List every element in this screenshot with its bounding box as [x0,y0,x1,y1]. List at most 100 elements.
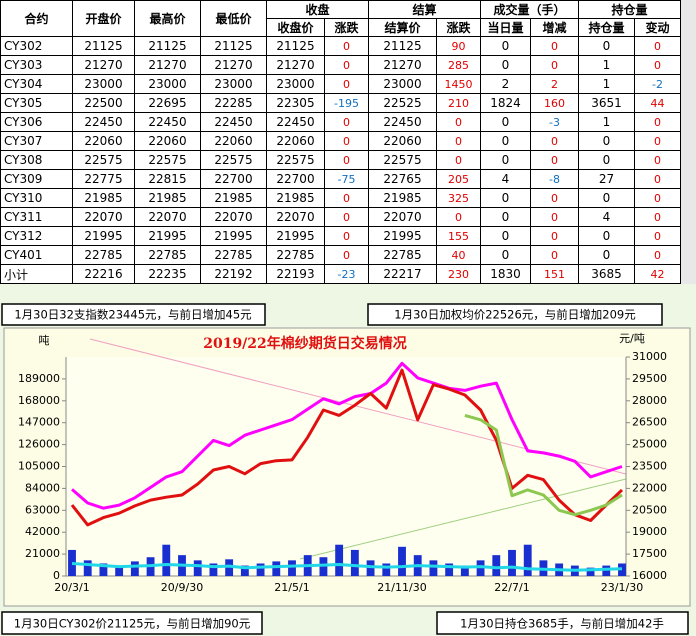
plot-area [66,357,626,576]
table-row: CY308 22575 22575 22575 22575 0 22575 0 0 0 0 0 [0,150,681,170]
header-cell: 持仓量 [578,18,635,37]
y2-tick-label: 17500 [632,547,667,560]
table-row: CY311 22070 22070 22070 22070 0 22070 0 0 0 4 0 [0,207,681,227]
table-cell: 0 [530,150,579,170]
table-cell: 325 [436,188,481,208]
x-tick-label: 22/7/1 [494,581,529,594]
table-cell: 1 [578,74,635,94]
table-cell: 21985 [134,188,201,208]
table-cell: 4 [480,169,531,189]
table-cell: -8 [530,169,579,189]
table-cell: 0 [480,188,531,208]
table-cell: 0 [530,226,579,246]
table-cell: -75 [324,169,369,189]
table-cell: -195 [324,93,369,113]
volume-bar [288,560,296,576]
volume-bar [209,563,218,576]
series-line [71,361,623,510]
table-cell: 23000 [368,74,437,94]
table-cell: 205 [436,169,481,189]
table-cell: 210 [436,93,481,113]
volume-bar [445,563,454,576]
table-cell: 22700 [266,169,325,189]
chart-area: 2019/22年棉纱期货日交易情况 吨 元/吨 1月30日32支指数23445元… [0,284,696,636]
table-cell: 22193 [266,264,325,284]
table-cell: 22575 [72,150,135,170]
table-cell: 155 [436,226,481,246]
annotation: 1月30日32支指数23445元，与前日增加45元 [14,308,252,322]
table-row: CY305 22500 22695 22285 22305 -195 22525 210 182… [0,93,681,113]
table-cell: 0 [480,112,531,132]
table-cell: 21995 [134,226,201,246]
volume-bar [99,563,108,576]
table-cell: 0 [634,169,681,189]
table-cell: CY307 [0,131,73,151]
table-cell: 21985 [200,188,267,208]
table-cell: 0 [324,150,369,170]
table-cell: 22785 [266,245,325,265]
table-cell: 22060 [134,131,201,151]
table-cell: 22525 [368,93,437,113]
table-cell: 0 [436,207,481,227]
table-cell: 42 [634,264,681,284]
table-row: 小计 22216 22235 22192 22193 -23 22217 230 1830 151… [0,264,681,284]
table-cell: 3685 [578,264,635,284]
table-cell: 21125 [134,36,201,56]
y2-tick-label: 19000 [632,525,667,538]
table-cell: 22575 [368,150,437,170]
volume-bar [586,567,595,576]
table-cell: 90 [436,36,481,56]
annotation-box [436,611,689,635]
y2-axis-unit: 元/吨 [619,332,645,345]
volume-bar [272,561,281,576]
volume-bar [162,544,171,576]
y-tick-label: 189000 [18,372,60,385]
table-cell: 0 [634,150,681,170]
table-cell: 23000 [266,74,325,94]
table-cell: 0 [324,245,369,265]
table-cell: 22192 [200,264,267,284]
table-cell: 1 [578,55,635,75]
table-cell: 22785 [72,245,135,265]
table-cell: 0 [480,245,531,265]
volume-bar [68,549,76,576]
table-cell: CY309 [0,169,73,189]
table-cell: 21985 [266,188,325,208]
header-cell: 结算 [368,0,481,19]
table-cell: 21125 [200,36,267,56]
table-cell: CY302 [0,36,73,56]
futures-table: 合约 开盘价 最高价 最低价 收盘 结算 成交量（手） 持仓量 收盘价 涨跌 结算价 涨跌 当日量 增减持… [0,0,681,284]
table-cell: 0 [634,188,681,208]
table-cell: 160 [530,93,579,113]
y-tick-label: 84000 [25,481,60,494]
volume-bar [492,555,501,576]
table-cell: 21985 [368,188,437,208]
table-row: CY302 21125 21125 21125 21125 0 21125 90 0 0 0 0 [0,36,681,56]
table-cell: 1830 [480,264,531,284]
volume-bar [398,546,406,576]
table-cell: 22695 [134,93,201,113]
table-cell: 1450 [436,74,481,94]
volume-bar [523,544,532,576]
table-cell: CY303 [0,55,73,75]
y2-tick-label: 29500 [632,372,667,385]
table-row: CY304 23000 23000 23000 23000 0 23000 1450 2 2 1 -2 [0,74,681,94]
table-cell: CY306 [0,112,73,132]
table-cell: 0 [634,112,681,132]
y-tick-label: 126000 [18,438,60,451]
table-cell: 0 [578,245,635,265]
table-cell: 0 [578,36,635,56]
header-cell: 收盘 [266,0,369,19]
y-tick-label: 63000 [25,503,60,516]
table-cell: 21270 [134,55,201,75]
table-cell: 0 [530,188,579,208]
volume-bar [130,561,139,576]
table-cell: 22700 [200,169,267,189]
header-cell: 合约 [0,0,73,37]
table-cell: 22060 [266,131,325,151]
table-cell: 3651 [578,93,635,113]
table-cell: 0 [634,207,681,227]
annotation: 1月30日CY302价21125元，与前日增加90元 [14,617,251,631]
y-tick-label: 21000 [25,547,60,560]
annotation: 1月30日持仓3685手，与前日增加42手 [460,617,664,631]
